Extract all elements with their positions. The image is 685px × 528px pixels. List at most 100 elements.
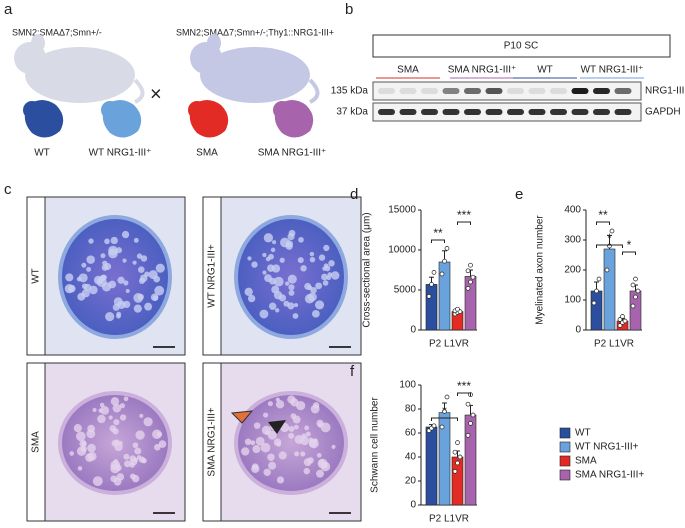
data-point (633, 294, 638, 300)
axon (267, 430, 277, 440)
axon (116, 473, 125, 481)
band (399, 109, 417, 115)
axon (284, 281, 290, 286)
axon (123, 280, 129, 286)
data-point (465, 433, 471, 438)
axon (298, 237, 304, 243)
y-label: Myelinated axon number (535, 215, 546, 325)
axon (65, 273, 74, 282)
axon (73, 424, 82, 433)
axon (268, 253, 274, 260)
axon (300, 265, 307, 272)
y-label: Schwann cell number (370, 397, 381, 493)
axon (134, 447, 142, 455)
band (571, 88, 589, 94)
panel-label: c (4, 181, 12, 198)
y-tick-label: 5000 (394, 285, 417, 296)
axon (247, 294, 256, 303)
axon (155, 263, 165, 273)
band (550, 109, 567, 115)
band (399, 88, 417, 94)
axon (253, 422, 261, 429)
axon (320, 422, 331, 433)
legend-swatch (559, 441, 571, 453)
axon (87, 443, 96, 453)
panel-label: e (515, 186, 523, 203)
image-label: WT (31, 268, 42, 284)
axon (78, 273, 88, 283)
x-label: P2 L1VR (594, 339, 634, 350)
y-tick-label: 300 (564, 235, 581, 246)
axon (97, 414, 106, 424)
sig-bracket (596, 244, 623, 248)
data-point (633, 276, 638, 282)
axon (86, 429, 96, 439)
y-tick-label: 200 (564, 265, 581, 276)
axon (323, 244, 330, 252)
mouse (14, 34, 145, 104)
legend-swatch (559, 455, 571, 467)
data-point (452, 449, 458, 455)
axon (275, 308, 280, 313)
data-point (630, 303, 636, 309)
axon (108, 415, 113, 420)
axon (69, 451, 75, 456)
data-point (439, 424, 445, 430)
axon (268, 461, 277, 470)
blot-strip (372, 81, 642, 101)
sig-label: * (627, 238, 632, 252)
band-size: 135 kDa (331, 86, 369, 97)
sig-bracket (622, 251, 636, 255)
axon (148, 270, 158, 280)
axon (123, 453, 130, 460)
data-point (465, 286, 471, 291)
band (485, 88, 503, 94)
axon (124, 460, 131, 468)
y-label: Cross-sectional area (μm) (362, 212, 373, 327)
axon (290, 398, 299, 407)
data-point (470, 412, 476, 418)
axon (309, 256, 316, 263)
y-tick-label: 80 (405, 404, 417, 415)
bar (464, 276, 477, 331)
band (378, 109, 395, 115)
band (550, 88, 567, 94)
nerve (234, 391, 348, 495)
axon (110, 236, 118, 245)
axon (92, 476, 103, 487)
axon (297, 257, 304, 264)
axon (110, 463, 120, 474)
legend-label: SMA NRG1-III+ (575, 470, 644, 481)
axon (309, 251, 315, 257)
data-point (609, 228, 615, 234)
axon (129, 473, 136, 480)
box (372, 34, 671, 58)
axon (112, 403, 122, 413)
axon (144, 302, 153, 311)
axon (331, 444, 336, 449)
axon (101, 264, 109, 271)
axon (303, 458, 312, 467)
group-label: WT (537, 65, 553, 76)
axon (251, 463, 259, 470)
band-name: GAPDH (645, 107, 681, 118)
bar (590, 290, 603, 331)
axon (328, 260, 335, 267)
data-point (444, 246, 450, 251)
axon (263, 468, 271, 477)
axon (315, 282, 323, 290)
axon (77, 466, 83, 471)
axon (140, 274, 148, 282)
axon (244, 438, 252, 446)
axon (88, 238, 94, 244)
data-point (468, 262, 473, 268)
sig-bracket (431, 417, 458, 421)
band (528, 109, 546, 115)
legend-label: WT (575, 428, 591, 439)
axon (85, 453, 94, 462)
axon (260, 442, 271, 453)
band-size: 37 kDa (336, 107, 368, 118)
data-point (442, 409, 447, 414)
data-point (635, 288, 641, 294)
axon (241, 447, 250, 456)
